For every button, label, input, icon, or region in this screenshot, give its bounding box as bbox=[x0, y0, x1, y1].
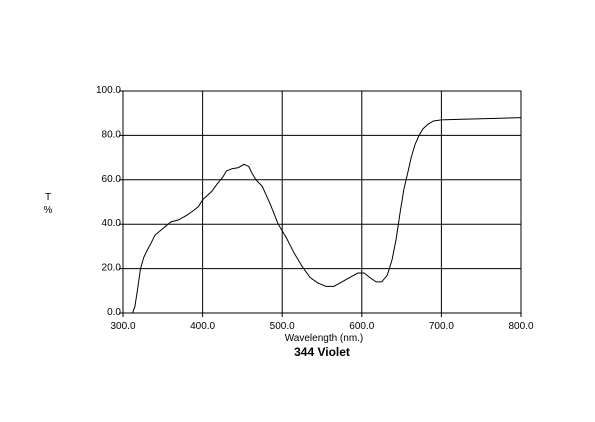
y-tick-label: 80.0 bbox=[102, 129, 122, 140]
plot-area bbox=[122, 90, 522, 314]
chart-title: 344 Violet bbox=[294, 345, 350, 359]
y-axis-label-line-2: % bbox=[44, 205, 53, 216]
y-tick-label: 100.0 bbox=[96, 85, 121, 96]
x-tick-label: 400.0 bbox=[190, 321, 215, 332]
x-tick-label: 700.0 bbox=[429, 321, 454, 332]
y-tick-label: 60.0 bbox=[102, 174, 122, 185]
series-line bbox=[123, 117, 522, 314]
grid-lines bbox=[123, 91, 521, 313]
y-axis-label-line-1: T bbox=[45, 192, 51, 203]
axis-ticks: 300.0 400.0 500.0 600.0 700.0 800.0 0.0 20.0 40.… bbox=[96, 85, 534, 332]
x-tick-label: 300.0 bbox=[110, 321, 135, 332]
x-tick-label: 800.0 bbox=[508, 321, 533, 332]
y-tick-label: 40.0 bbox=[102, 218, 122, 229]
x-axis-label: Wavelength (nm.) bbox=[285, 333, 364, 344]
x-tick-label: 500.0 bbox=[270, 321, 295, 332]
y-tick-label: 20.0 bbox=[102, 263, 122, 274]
x-tick-label: 600.0 bbox=[349, 321, 374, 332]
y-tick-label: 0.0 bbox=[107, 307, 121, 318]
